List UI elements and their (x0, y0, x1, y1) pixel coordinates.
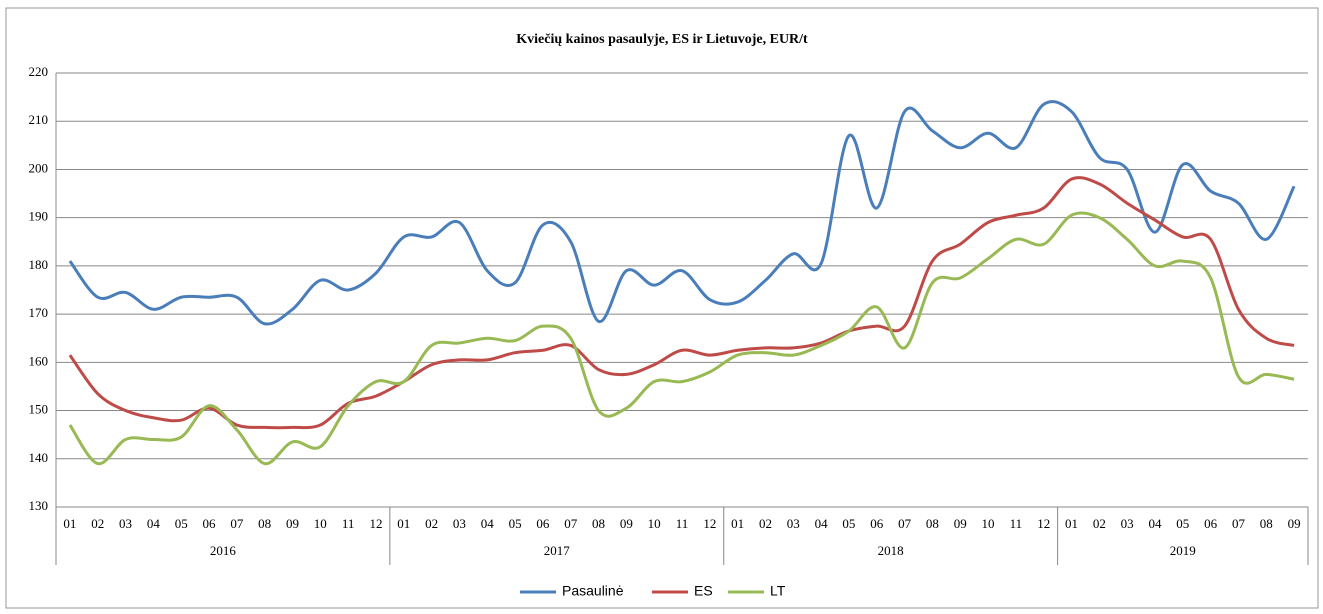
x-tick-label: 06 (536, 516, 550, 531)
x-tick-label: 06 (870, 516, 884, 531)
x-tick-label: 04 (147, 516, 161, 531)
legend-label: ES (694, 583, 713, 599)
x-tick-label: 01 (1065, 516, 1078, 531)
x-tick-label: 07 (230, 516, 244, 531)
x-tick-label: 12 (1037, 516, 1050, 531)
x-tick-label: 10 (982, 516, 995, 531)
x-tick-label: 05 (842, 516, 855, 531)
x-tick-label: 12 (369, 516, 382, 531)
x-tick-label: 05 (1176, 516, 1189, 531)
x-tick-label: 09 (620, 516, 633, 531)
x-tick-label: 02 (759, 516, 772, 531)
line-series (68, 100, 1296, 326)
legend-label: Pasaulinė (562, 583, 624, 599)
group-label: 2017 (544, 543, 571, 558)
x-tick-label: 02 (1093, 516, 1106, 531)
group-label: 2016 (210, 543, 237, 558)
x-tick-label: 05 (175, 516, 188, 531)
chart-title: Kviečių kainos pasaulyje, ES ir Lietuvoj… (516, 32, 808, 47)
legend-label: LT (770, 583, 786, 599)
y-tick-label: 150 (29, 402, 49, 417)
x-tick-label: 04 (815, 516, 829, 531)
group-label: 2019 (1170, 543, 1196, 558)
x-tick-label: 09 (1288, 516, 1301, 531)
x-tick-label: 04 (1148, 516, 1162, 531)
x-tick-label: 08 (592, 516, 605, 531)
x-tick-label: 01 (397, 516, 410, 531)
x-tick-label: 09 (954, 516, 967, 531)
x-tick-label: 11 (1010, 516, 1023, 531)
x-tick-label: 12 (703, 516, 716, 531)
x-tick-label: 07 (898, 516, 912, 531)
x-tick-label: 07 (1232, 516, 1246, 531)
x-tick-label: 06 (1204, 516, 1218, 531)
y-tick-label: 220 (29, 64, 49, 79)
y-tick-label: 180 (29, 257, 49, 272)
y-tick-label: 190 (29, 209, 49, 224)
y-tick-label: 160 (29, 353, 49, 368)
x-tick-label: 10 (648, 516, 661, 531)
x-tick-label: 01 (731, 516, 744, 531)
y-tick-label: 130 (29, 498, 49, 513)
x-tick-label: 08 (926, 516, 939, 531)
group-label: 2018 (878, 543, 904, 558)
x-tick-label: 03 (119, 516, 132, 531)
x-tick-label: 03 (1121, 516, 1134, 531)
x-tick-label: 11 (676, 516, 689, 531)
y-tick-label: 140 (29, 450, 49, 465)
x-tick-label: 04 (481, 516, 495, 531)
x-tick-label: 02 (425, 516, 438, 531)
y-tick-label: 210 (29, 112, 49, 127)
line-series (68, 176, 1295, 430)
x-tick-label: 06 (203, 516, 217, 531)
x-tick-label: 08 (1260, 516, 1273, 531)
x-tick-label: 09 (286, 516, 299, 531)
x-tick-label: 07 (564, 516, 578, 531)
x-tick-label: 08 (258, 516, 271, 531)
x-tick-label: 03 (453, 516, 466, 531)
x-tick-label: 05 (509, 516, 522, 531)
y-tick-label: 170 (29, 305, 49, 320)
y-tick-label: 200 (29, 160, 49, 175)
line-series (68, 211, 1295, 466)
x-tick-label: 02 (91, 516, 104, 531)
chart-border (5, 7, 1319, 609)
x-tick-label: 03 (787, 516, 800, 531)
x-tick-label: 01 (63, 516, 76, 531)
x-tick-label: 11 (342, 516, 355, 531)
x-tick-label: 10 (314, 516, 327, 531)
